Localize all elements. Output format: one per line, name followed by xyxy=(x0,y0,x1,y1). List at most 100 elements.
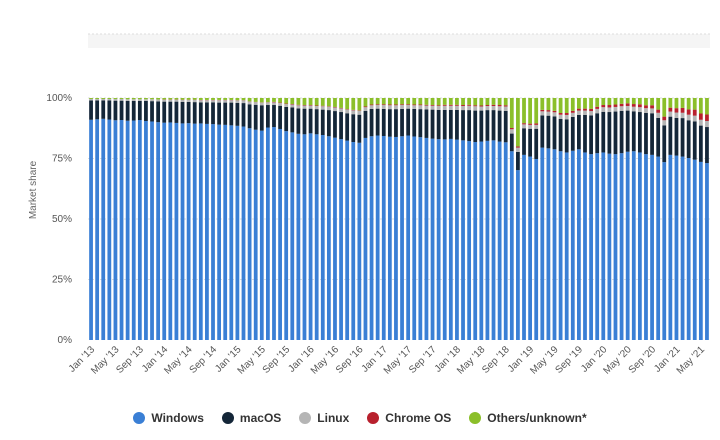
bar-segment xyxy=(705,120,709,128)
bar-segment xyxy=(198,123,203,340)
bar-segment xyxy=(192,102,197,124)
bar-segment xyxy=(558,98,563,113)
bar-segment xyxy=(320,109,325,136)
bar-segment xyxy=(357,114,362,143)
bar-segment xyxy=(637,112,642,153)
bar-segment xyxy=(369,104,374,106)
bar-segment xyxy=(448,109,453,139)
x-tick-label: Sep '20 xyxy=(627,344,659,376)
legend-item[interactable]: Others/unknown* xyxy=(469,411,587,425)
bar-segment xyxy=(205,98,209,100)
bar-segment xyxy=(601,152,606,340)
bar-segment xyxy=(259,130,264,340)
bar-segment xyxy=(546,111,551,116)
legend-swatch xyxy=(221,412,234,424)
bar-segment xyxy=(558,151,563,340)
y-axis-title: Market share xyxy=(28,160,39,219)
bar-segment xyxy=(497,141,502,340)
bar-segment xyxy=(705,114,709,121)
legend-item[interactable]: macOS xyxy=(221,411,281,425)
bar-segment xyxy=(113,120,118,340)
bar-segment xyxy=(546,148,551,340)
bar-segment xyxy=(333,137,337,340)
bar-segment xyxy=(326,136,331,340)
bar-segment xyxy=(95,98,100,101)
bar-segment xyxy=(241,100,246,104)
bar-segment xyxy=(381,105,386,109)
bar-segment xyxy=(162,122,167,341)
bar-segment xyxy=(186,98,191,100)
bar-segment xyxy=(601,107,606,112)
bar-segment xyxy=(406,104,411,106)
bar-segment xyxy=(516,146,520,148)
bar-segment xyxy=(198,98,203,100)
bar-segment xyxy=(625,151,630,340)
bar-segment xyxy=(705,127,709,164)
bar-segment xyxy=(516,147,520,152)
bar-segment xyxy=(570,112,575,117)
bar-segment xyxy=(473,110,478,143)
bar-segment xyxy=(479,106,484,111)
bar-segment xyxy=(412,108,417,137)
bar-segment xyxy=(192,99,197,103)
legend-label: Linux xyxy=(317,411,350,425)
bar-segment xyxy=(522,98,526,124)
bar-segment xyxy=(528,124,532,129)
bar-segment xyxy=(339,139,343,340)
bar-segment xyxy=(266,98,270,103)
bar-segment xyxy=(528,123,532,125)
bar-segment xyxy=(631,98,636,105)
bar-segment xyxy=(180,101,185,124)
bar-segment xyxy=(168,122,173,340)
bar-segment xyxy=(637,152,642,340)
bar-segment xyxy=(241,126,246,340)
bar-segment xyxy=(144,98,148,100)
bar-segment xyxy=(546,110,551,112)
bar-segment xyxy=(540,115,545,148)
bar-segment xyxy=(534,124,539,129)
bar-segment xyxy=(326,110,331,137)
bar-segment xyxy=(662,120,667,126)
bar-segment xyxy=(394,104,398,106)
bar-segment xyxy=(369,108,374,137)
bar-segment xyxy=(430,105,435,110)
bar-segment xyxy=(387,98,392,105)
bar-segment xyxy=(540,147,545,340)
bar-segment xyxy=(473,142,478,340)
bar-segment xyxy=(692,98,697,110)
bar-segment xyxy=(656,109,661,113)
bar-segment xyxy=(229,102,234,126)
bar-segment xyxy=(509,133,514,152)
legend-item[interactable]: Linux xyxy=(299,411,349,425)
bar-segment xyxy=(320,98,325,106)
bar-segment xyxy=(235,102,240,126)
bar-segment xyxy=(180,99,185,102)
bar-segment xyxy=(400,105,404,109)
bar-segment xyxy=(314,105,319,110)
bar-segment xyxy=(266,127,270,341)
legend-item[interactable]: Chrome OS xyxy=(367,411,451,425)
bar-segment xyxy=(119,98,124,101)
bar-segment xyxy=(247,98,252,102)
bar-segment xyxy=(253,104,258,130)
bar-segment xyxy=(546,115,551,149)
bar-segment xyxy=(89,100,93,120)
bar-segment xyxy=(686,98,691,110)
legend-item[interactable]: Windows xyxy=(133,411,204,425)
bar-segment xyxy=(607,112,612,154)
bar-segment xyxy=(534,98,539,124)
bar-segment xyxy=(650,98,654,106)
bar-segment xyxy=(479,105,484,107)
bar-segment xyxy=(205,123,209,340)
bar-segment xyxy=(491,105,496,111)
bar-segment xyxy=(491,98,496,105)
bar-segment xyxy=(394,109,398,137)
bar-segment xyxy=(467,98,472,105)
bar-segment xyxy=(119,100,124,121)
bar-segment xyxy=(278,105,282,129)
bar-segment xyxy=(259,98,264,103)
bar-segment xyxy=(430,105,435,106)
bar-segment xyxy=(302,98,307,106)
bar-segment xyxy=(625,110,630,152)
bar-segment xyxy=(387,105,392,110)
